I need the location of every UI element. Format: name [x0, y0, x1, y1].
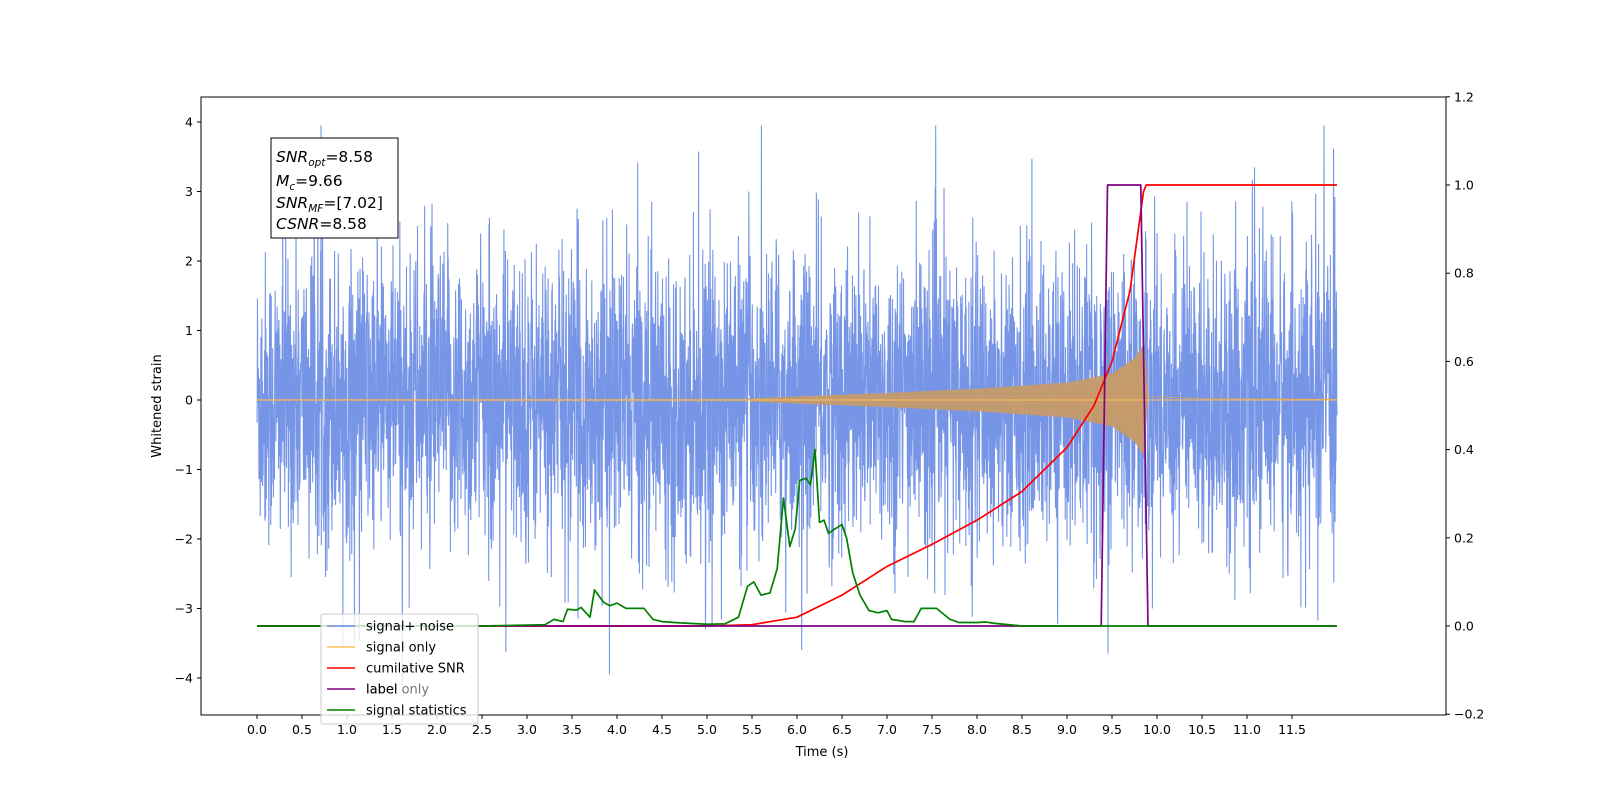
y2-axis-ticks: 1.2 1.0 0.8 0.6 0.4 0.2 0.0 −0.2: [1446, 89, 1484, 722]
y-tick-label: −2: [175, 532, 193, 547]
y-tick-label: −3: [175, 601, 193, 616]
x-tick-label: 8.0: [967, 722, 987, 737]
legend-item-label: signal only: [366, 641, 436, 656]
y-axis-label: Whitened strain: [150, 354, 165, 457]
legend-item-label: signal statistics: [366, 704, 467, 719]
y-axis-ticks: 4 3 2 1 0 −1 −2 −3 −4: [175, 115, 201, 686]
y2-tick-label: 0.4: [1454, 442, 1474, 457]
y2-tick-label: 0.6: [1454, 354, 1474, 369]
series-signal-noise: [256, 125, 1338, 685]
y2-tick-label: 1.0: [1454, 178, 1474, 193]
x-tick-label: 11.5: [1278, 722, 1306, 737]
legend-item-label: label: [366, 683, 397, 698]
x-tick-label: 7.0: [877, 722, 897, 737]
legend-item-label: cumilative SNR: [366, 662, 465, 677]
series-lines: [257, 184, 1337, 627]
y2-tick-label: 1.2: [1454, 89, 1474, 104]
x-tick-label: 0.0: [247, 722, 267, 737]
series-signal-statistics-line: [257, 448, 1337, 627]
y-tick-label: −1: [175, 462, 193, 477]
x-axis-ticks: 0.0 0.5 1.0 1.5 2.0 2.5 3.0 3.5 4.0 4.5 5.0 5.5 6.0 6…: [247, 715, 1306, 737]
x-tick-label: 5.5: [742, 722, 762, 737]
stats-csnr: CSNR=8.58: [276, 215, 367, 233]
x-tick-label: 10.0: [1143, 722, 1171, 737]
x-tick-label: 4.0: [607, 722, 627, 737]
x-tick-label: 5.0: [697, 722, 717, 737]
x-tick-label: 4.5: [652, 722, 672, 737]
x-tick-label: 1.5: [382, 722, 402, 737]
stats-snr-opt: SNRopt=8.58: [276, 148, 373, 169]
x-tick-label: 9.5: [1102, 722, 1122, 737]
x-tick-label: 11.0: [1233, 722, 1261, 737]
y-tick-label: 2: [185, 254, 193, 269]
x-tick-label: 1.0: [337, 722, 357, 737]
x-tick-label: 9.0: [1057, 722, 1077, 737]
legend-item-label: signal+ noise: [366, 620, 454, 635]
x-axis-label: Time (s): [795, 745, 849, 760]
x-tick-label: 8.5: [1012, 722, 1032, 737]
x-tick-label: 2.0: [427, 722, 447, 737]
y-tick-label: −4: [175, 671, 193, 686]
y2-tick-label: 0.8: [1454, 266, 1474, 281]
x-tick-label: 7.5: [922, 722, 942, 737]
legend-ghost-label: label only: [366, 683, 429, 698]
x-tick-label: 3.0: [517, 722, 537, 737]
x-tick-label: 10.5: [1188, 722, 1216, 737]
stats-mc: Mc=9.66: [276, 172, 343, 193]
x-tick-label: 0.5: [292, 722, 312, 737]
stats-snr-mf: SNRMF=[7.02]: [276, 194, 383, 215]
y-tick-label: 0: [185, 393, 193, 408]
x-tick-label: 6.5: [832, 722, 852, 737]
series-signal-only: [256, 343, 1338, 455]
y-tick-label: 4: [185, 115, 193, 130]
x-tick-label: 3.5: [562, 722, 582, 737]
x-tick-label: 6.0: [787, 722, 807, 737]
legend-frame: [320, 613, 479, 725]
y-tick-label: 1: [185, 323, 193, 338]
stats-box-frame: [270, 137, 399, 239]
stats-box: SNRopt=8.58 Mc=9.66 SNRMF=[7.02] CSNR=8.…: [270, 137, 399, 239]
y2-tick-label: 0.2: [1454, 530, 1474, 545]
y2-tick-label: −0.2: [1454, 707, 1484, 722]
legend: label only signal+ noise signal only cumila…: [320, 613, 479, 725]
series-cumilative-snr-line: [257, 184, 1337, 627]
y2-tick-label: 0.0: [1454, 619, 1474, 634]
y-tick-label: 3: [185, 184, 193, 199]
plot-frame: [200, 96, 1447, 716]
x-tick-label: 2.5: [472, 722, 492, 737]
signal-noise-line: [256, 125, 1338, 685]
